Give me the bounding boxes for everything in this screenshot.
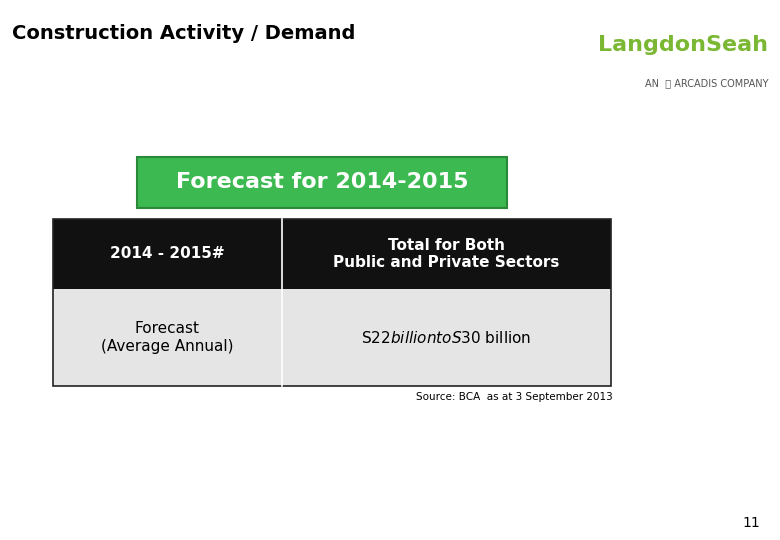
Text: Construction Activity / Demand: Construction Activity / Demand [12,24,355,43]
Text: Source: BCA  as at 3 September 2013: Source: BCA as at 3 September 2013 [416,392,612,402]
FancyBboxPatch shape [53,219,611,289]
Text: AN  Ⓡ ARCADIS COMPANY: AN Ⓡ ARCADIS COMPANY [645,78,768,89]
Text: Forecast for 2014-2015: Forecast for 2014-2015 [176,172,468,192]
FancyBboxPatch shape [136,157,507,208]
FancyBboxPatch shape [53,289,611,386]
Text: LangdonSeah: LangdonSeah [598,35,768,55]
Text: Total for Both
Public and Private Sectors: Total for Both Public and Private Sector… [333,238,559,270]
Text: 2014 - 2015#: 2014 - 2015# [110,246,225,261]
Text: S$22 billion to S$30 billion: S$22 billion to S$30 billion [361,329,531,346]
Text: Forecast
(Average Annual): Forecast (Average Annual) [101,321,234,354]
Text: 11: 11 [743,516,760,530]
